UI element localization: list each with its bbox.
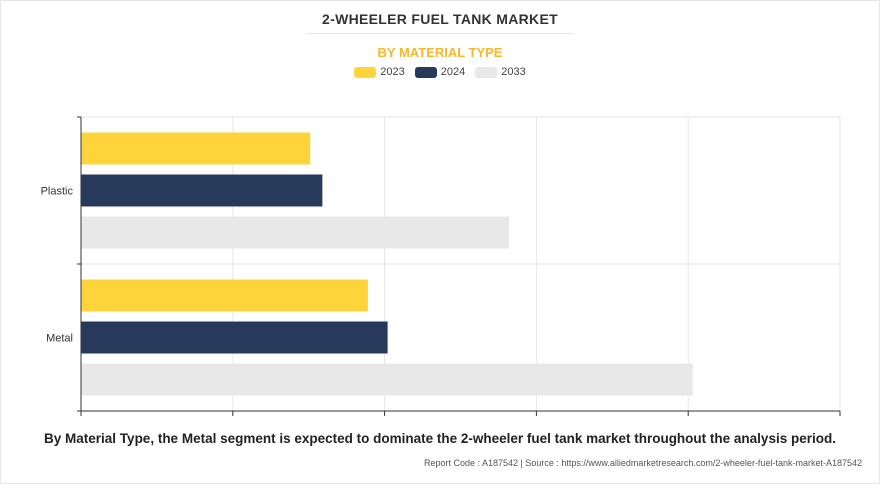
bars [81,132,693,396]
title-divider [306,33,574,34]
axes: Plastic Metal [41,116,841,416]
bar-metal-2023[interactable] [81,279,368,312]
bar-chart: Plastic Metal [41,116,841,416]
source-note: Report Code : A187542 | Source : https:/… [423,458,862,468]
legend-item[interactable]: 2033 [475,66,526,78]
bar-plastic-2023[interactable] [81,132,311,165]
legend: 2023 2024 2033 [0,66,880,78]
chart-subtitle: BY MATERIAL TYPE [377,45,503,60]
legend-swatch [414,66,437,78]
category-label: Plastic [41,186,74,198]
bar-plastic-2033[interactable] [81,216,510,249]
legend-label: 2024 [440,66,466,78]
legend-item[interactable]: 2024 [414,66,466,78]
legend-item[interactable]: 2023 [354,66,405,78]
bar-metal-2033[interactable] [81,363,693,396]
bar-plastic-2024[interactable] [81,174,323,207]
chart-caption: By Material Type, the Metal segment is e… [44,431,836,446]
legend-swatch [475,66,498,78]
legend-swatch [354,66,377,78]
category-label: Metal [46,333,73,345]
bar-metal-2024[interactable] [81,321,388,354]
legend-label: 2023 [380,66,405,78]
chart-title: 2-WHEELER FUEL TANK MARKET [322,11,558,27]
legend-label: 2033 [501,66,526,78]
